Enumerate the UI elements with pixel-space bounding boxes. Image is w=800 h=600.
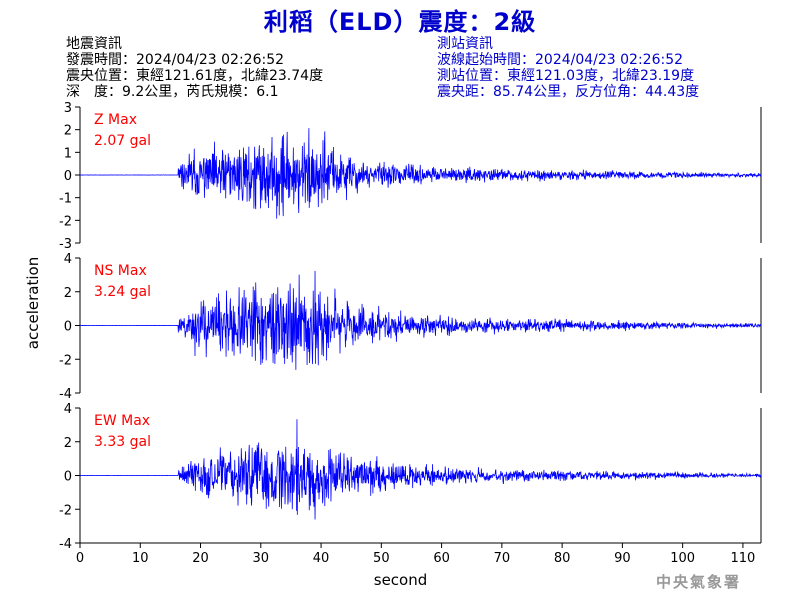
- station-info: 測站資訊 波線起始時間：2024/04/23 02:26:52 測站位置：東經1…: [437, 36, 699, 100]
- chart-title: 利稻（ELD）震度：2級: [263, 8, 537, 36]
- waveform-z: [79, 128, 762, 219]
- y-tick-label: 2: [64, 124, 72, 139]
- y-tick-label: 4: [64, 402, 72, 417]
- y-tick-label: 2: [64, 436, 72, 451]
- x-tick-label: 90: [614, 551, 631, 566]
- station-info-heading: 測站資訊: [437, 36, 493, 52]
- y-tick-label: -2: [59, 503, 72, 518]
- y-axis-label: acceleration: [24, 257, 42, 349]
- agency-watermark: 中央氣象署: [656, 573, 742, 591]
- x-tick-label: 50: [373, 551, 390, 566]
- x-tick-label: 70: [494, 551, 511, 566]
- x-tick-label: 100: [670, 551, 695, 566]
- x-tick-label: 110: [731, 551, 756, 566]
- origin-time: 發震時間：2024/04/23 02:26:52: [66, 52, 285, 68]
- max-label-ew: EW Max: [94, 413, 150, 429]
- max-label-ns: NS Max: [94, 263, 147, 279]
- depth-magnitude: 深 度：9.2公里，芮氏規模：6.1: [66, 84, 279, 100]
- waveform-ns: [79, 270, 762, 370]
- y-tick-label: 4: [64, 252, 72, 267]
- epicentral-distance: 震央距：85.74公里，反方位角：44.43度: [437, 84, 700, 100]
- x-tick-label: 20: [192, 551, 209, 566]
- x-tick-label: 30: [253, 551, 270, 566]
- x-tick-label: 60: [433, 551, 450, 566]
- y-tick-label: 0: [64, 169, 72, 184]
- x-tick-label: 0: [76, 551, 84, 566]
- max-value-ns: 3.24 gal: [94, 284, 151, 300]
- station-location: 測站位置：東經121.03度，北緯23.19度: [437, 68, 695, 84]
- max-value-z: 2.07 gal: [94, 133, 151, 149]
- y-tick-label: -2: [59, 214, 72, 229]
- y-tick-label: -4: [59, 537, 72, 552]
- x-tick-label: 80: [554, 551, 571, 566]
- y-tick-label: -4: [59, 387, 72, 402]
- y-tick-label: -3: [59, 237, 72, 252]
- y-tick-label: 3: [64, 101, 72, 116]
- wave-start-time: 波線起始時間：2024/04/23 02:26:52: [437, 52, 684, 68]
- epicenter-location: 震央位置：東經121.61度，北緯23.74度: [66, 68, 324, 84]
- x-axis-label: second: [374, 571, 428, 589]
- max-value-ew: 3.33 gal: [94, 434, 151, 450]
- y-tick-label: 1: [64, 146, 72, 161]
- earthquake-info-heading: 地震資訊: [66, 36, 122, 52]
- y-tick-label: 0: [64, 320, 72, 335]
- x-tick-label: 40: [313, 551, 330, 566]
- y-tick-label: 0: [64, 470, 72, 485]
- y-tick-label: -2: [59, 353, 72, 368]
- earthquake-info: 地震資訊 發震時間：2024/04/23 02:26:52 震央位置：東經121…: [66, 36, 323, 100]
- x-tick-label: 10: [132, 551, 149, 566]
- y-tick-label: 2: [64, 286, 72, 301]
- max-label-z: Z Max: [94, 112, 137, 128]
- waveform-ew: [79, 419, 762, 520]
- y-tick-label: -1: [59, 192, 72, 207]
